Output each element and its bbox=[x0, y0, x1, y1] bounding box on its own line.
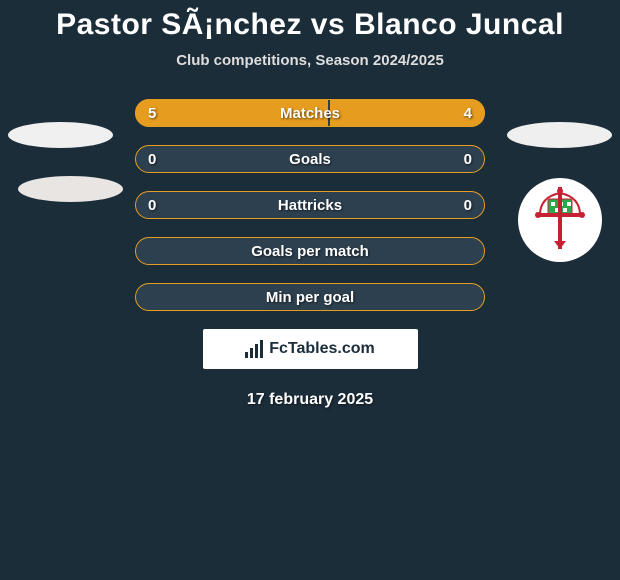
stat-label: Matches bbox=[280, 105, 340, 122]
player-left-photo-placeholder bbox=[8, 122, 113, 148]
stat-row: 0 Hattricks 0 bbox=[135, 191, 485, 219]
branding-logo-icon bbox=[245, 340, 263, 358]
club-right-crest bbox=[518, 178, 602, 262]
stat-value-right: 0 bbox=[464, 197, 472, 214]
stat-row: Goals per match bbox=[135, 237, 485, 265]
crest-icon bbox=[530, 185, 590, 255]
stat-row: 0 Goals 0 bbox=[135, 145, 485, 173]
player-right-photo-placeholder bbox=[507, 122, 612, 148]
stat-value-left: 0 bbox=[148, 151, 156, 168]
stat-value-right: 0 bbox=[464, 151, 472, 168]
subtitle: Club competitions, Season 2024/2025 bbox=[0, 52, 620, 69]
stat-bar-right bbox=[330, 99, 485, 127]
stat-row: Min per goal bbox=[135, 283, 485, 311]
stat-value-left: 5 bbox=[148, 105, 156, 122]
stat-value-right: 4 bbox=[464, 105, 472, 122]
stat-label: Min per goal bbox=[266, 289, 354, 306]
stat-label: Goals bbox=[289, 151, 331, 168]
stat-row: 5 Matches 4 bbox=[135, 99, 485, 127]
club-left-logo-placeholder bbox=[18, 176, 123, 202]
date-text: 17 february 2025 bbox=[0, 391, 620, 409]
stat-label: Goals per match bbox=[251, 243, 369, 260]
stat-value-left: 0 bbox=[148, 197, 156, 214]
branding-badge: FcTables.com bbox=[203, 329, 418, 369]
page-title: Pastor SÃ¡nchez vs Blanco Juncal bbox=[0, 0, 620, 42]
branding-text: FcTables.com bbox=[269, 340, 375, 358]
stat-label: Hattricks bbox=[278, 197, 342, 214]
